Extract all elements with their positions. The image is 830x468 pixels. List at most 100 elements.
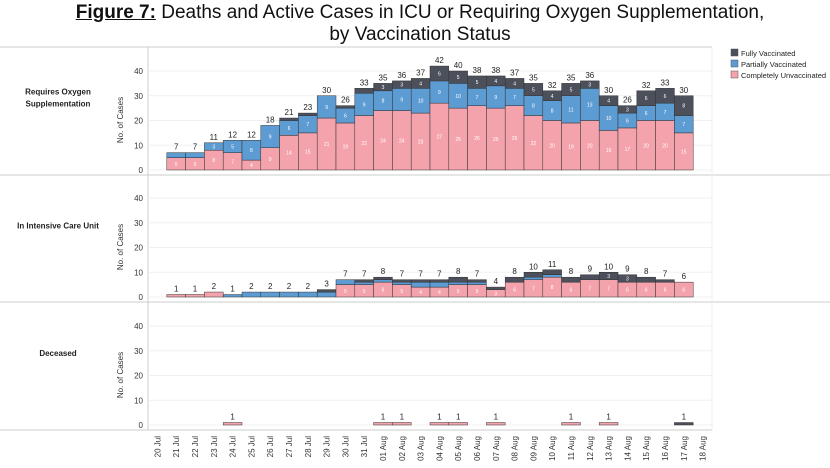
- x-tick-label: 11 Aug: [567, 436, 576, 460]
- bar-segment: [448, 276, 468, 283]
- segment-label: 9: [363, 102, 366, 108]
- total-label: 1: [381, 413, 386, 422]
- x-tick-label: 17 Aug: [680, 436, 689, 461]
- segment-label: 3: [212, 144, 215, 150]
- bar-segment: [429, 279, 450, 283]
- segment-label: 25: [455, 137, 461, 143]
- total-label: 9: [588, 265, 593, 274]
- total-label: 1: [230, 285, 235, 294]
- y-tick-label: 10: [134, 268, 143, 277]
- bar-segment: [542, 274, 562, 278]
- segment-label: 8: [250, 148, 253, 154]
- total-label: 1: [606, 413, 611, 422]
- total-label: 2: [306, 282, 311, 291]
- segment-label: 19: [568, 144, 574, 150]
- total-label: 1: [193, 285, 198, 294]
- segment-label: 6: [664, 288, 667, 294]
- title-line-1: Deaths and Active Cases in ICU or Requir…: [161, 2, 765, 23]
- total-label: 3: [324, 280, 329, 289]
- bar-segment: [674, 95, 694, 116]
- bar-segment: [373, 276, 393, 280]
- panel-label: Supplementation: [26, 100, 91, 109]
- segment-label: 5: [231, 144, 234, 150]
- bar-segment: [486, 286, 506, 290]
- bar-segment: [523, 272, 544, 278]
- segment-label: 6: [645, 288, 648, 294]
- bar-segment: [298, 291, 318, 298]
- segment-label: 22: [361, 141, 367, 147]
- total-label: 1: [569, 413, 574, 422]
- segment-label: 27: [437, 135, 443, 141]
- total-label: 8: [381, 267, 386, 276]
- segment-label: 15: [681, 149, 687, 155]
- x-tick-label: 20 Jul: [153, 436, 162, 458]
- total-label: 9: [625, 265, 630, 274]
- segment-label: 10: [418, 99, 424, 105]
- bar-segment: [185, 294, 205, 298]
- bar-segment: [542, 269, 562, 275]
- segment-label: 4: [419, 290, 422, 296]
- x-tick-label: 28 Jul: [304, 436, 313, 458]
- segment-label: 7: [607, 286, 610, 292]
- total-label: 37: [510, 68, 519, 77]
- x-tick-label: 13 Aug: [605, 436, 614, 461]
- x-tick-label: 25 Jul: [247, 436, 256, 458]
- bar-segment: [373, 279, 393, 283]
- segment-label: 7: [532, 286, 535, 292]
- bar-segment: [636, 276, 656, 283]
- segment-label: 4: [438, 290, 441, 296]
- x-tick-label: 27 Jul: [285, 436, 294, 458]
- total-label: 1: [174, 285, 179, 294]
- x-tick-label: 09 Aug: [529, 436, 538, 461]
- total-label: 38: [491, 66, 500, 75]
- total-label: 12: [228, 130, 237, 139]
- bar-segment: [335, 279, 356, 285]
- segment-label: 6: [626, 288, 629, 294]
- segment-label: 9: [325, 105, 328, 111]
- x-tick-label: 18 Aug: [699, 436, 708, 461]
- y-tick-label: 10: [134, 396, 143, 405]
- total-label: 35: [529, 73, 538, 82]
- segment-label: 5: [175, 162, 178, 168]
- segment-label: 8: [532, 104, 535, 110]
- segment-label: 6: [645, 96, 648, 102]
- total-label: 40: [454, 61, 463, 70]
- segment-label: 3: [626, 276, 629, 282]
- segment-label: 6: [682, 288, 685, 294]
- x-tick-label: 15 Aug: [642, 436, 651, 461]
- bar-segment: [392, 422, 412, 426]
- total-label: 7: [193, 143, 198, 152]
- bar-segment: [279, 291, 299, 298]
- segment-label: 5: [400, 289, 403, 295]
- bar-segment: [448, 422, 468, 426]
- bar-segment: [523, 276, 544, 280]
- segment-label: 20: [643, 143, 649, 149]
- segment-label: 6: [344, 114, 347, 120]
- x-tick-label: 22 Jul: [191, 436, 200, 458]
- segment-label: 6: [664, 94, 667, 100]
- total-label: 2: [287, 282, 292, 291]
- segment-label: 8: [382, 99, 385, 105]
- segment-label: 3: [626, 107, 629, 113]
- segment-label: 11: [568, 107, 573, 113]
- bar-segment: [429, 281, 450, 288]
- bar-segment: [222, 422, 243, 426]
- bar-segment: [354, 279, 374, 283]
- total-label: 1: [494, 413, 499, 422]
- segment-label: 6: [645, 111, 648, 117]
- bar-segment: [674, 422, 694, 426]
- segment-label: 9: [438, 90, 441, 96]
- bar-segment: [410, 279, 431, 283]
- total-label: 1: [230, 413, 235, 422]
- segment-label: 19: [343, 144, 349, 150]
- bar-segment: [580, 80, 600, 89]
- total-label: 36: [397, 71, 406, 80]
- y-tick-label: 40: [134, 194, 143, 203]
- total-label: 26: [341, 96, 350, 105]
- y-axis-title: No. of Cases: [116, 97, 125, 143]
- bar-segment: [354, 88, 374, 94]
- total-label: 23: [303, 103, 312, 112]
- total-label: 36: [585, 71, 594, 80]
- total-label: 7: [418, 270, 423, 279]
- x-tick-label: 07 Aug: [492, 436, 501, 461]
